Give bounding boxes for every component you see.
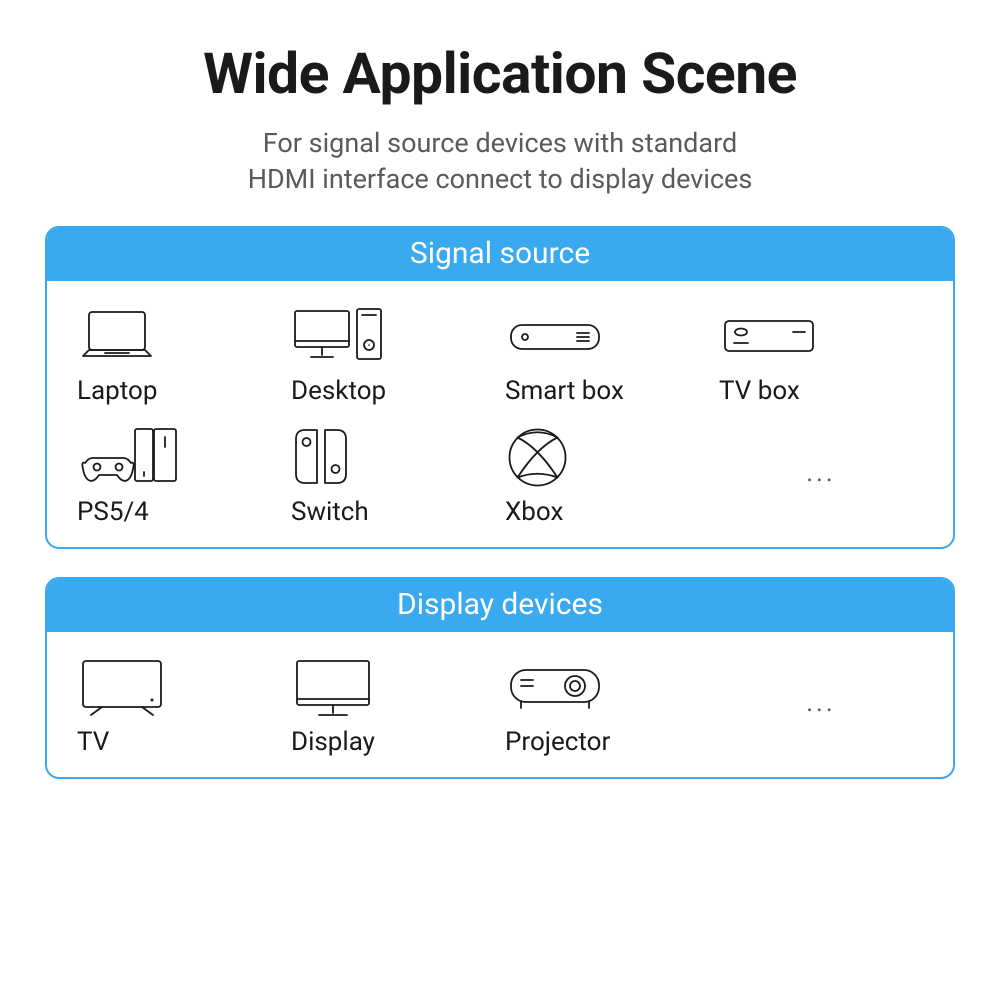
display-devices-header: Display devices xyxy=(47,579,953,632)
tvbox-item: TV box xyxy=(719,299,923,406)
laptop-icon xyxy=(77,299,281,374)
signal-source-grid: Laptop Desktop xyxy=(47,281,953,547)
switch-item: Switch xyxy=(291,420,495,527)
laptop-item: Laptop xyxy=(77,299,281,406)
ellipsis-icon: ... xyxy=(719,650,923,757)
signal-source-section: Signal source Laptop xyxy=(45,226,955,549)
tvbox-label: TV box xyxy=(719,376,800,406)
xbox-icon xyxy=(505,420,709,495)
smartbox-label: Smart box xyxy=(505,376,624,406)
tvbox-icon xyxy=(719,299,923,374)
page-subtitle: For signal source devices with standard … xyxy=(45,125,955,198)
display-icon xyxy=(291,650,495,725)
smartbox-icon xyxy=(505,299,709,374)
subtitle-line1: For signal source devices with standard xyxy=(263,127,737,159)
smartbox-item: Smart box xyxy=(505,299,709,406)
ps5-item: PS5/4 xyxy=(77,420,281,527)
display-devices-grid: TV Display xyxy=(47,632,953,777)
xbox-item: Xbox xyxy=(505,420,709,527)
ellipsis-icon: ... xyxy=(719,420,923,527)
switch-icon xyxy=(291,420,495,495)
display-label: Display xyxy=(291,727,375,757)
page-title: Wide Application Scene xyxy=(45,40,955,107)
ps5-label: PS5/4 xyxy=(77,497,149,527)
tv-label: TV xyxy=(77,727,109,757)
laptop-label: Laptop xyxy=(77,376,157,406)
tv-item: TV xyxy=(77,650,281,757)
projector-label: Projector xyxy=(505,727,610,757)
display-devices-section: Display devices TV xyxy=(45,577,955,779)
signal-source-header: Signal source xyxy=(47,228,953,281)
ellipsis-item-1: ... xyxy=(719,420,923,527)
ellipsis-item-2: ... xyxy=(719,650,923,757)
desktop-label: Desktop xyxy=(291,376,386,406)
projector-item: Projector xyxy=(505,650,709,757)
projector-icon xyxy=(505,650,709,725)
display-item: Display xyxy=(291,650,495,757)
desktop-icon xyxy=(291,299,495,374)
tv-icon xyxy=(77,650,281,725)
switch-label: Switch xyxy=(291,497,369,527)
desktop-item: Desktop xyxy=(291,299,495,406)
xbox-label: Xbox xyxy=(505,497,563,527)
ps5-icon xyxy=(77,420,281,495)
subtitle-line2: HDMI interface connect to display device… xyxy=(248,163,753,195)
